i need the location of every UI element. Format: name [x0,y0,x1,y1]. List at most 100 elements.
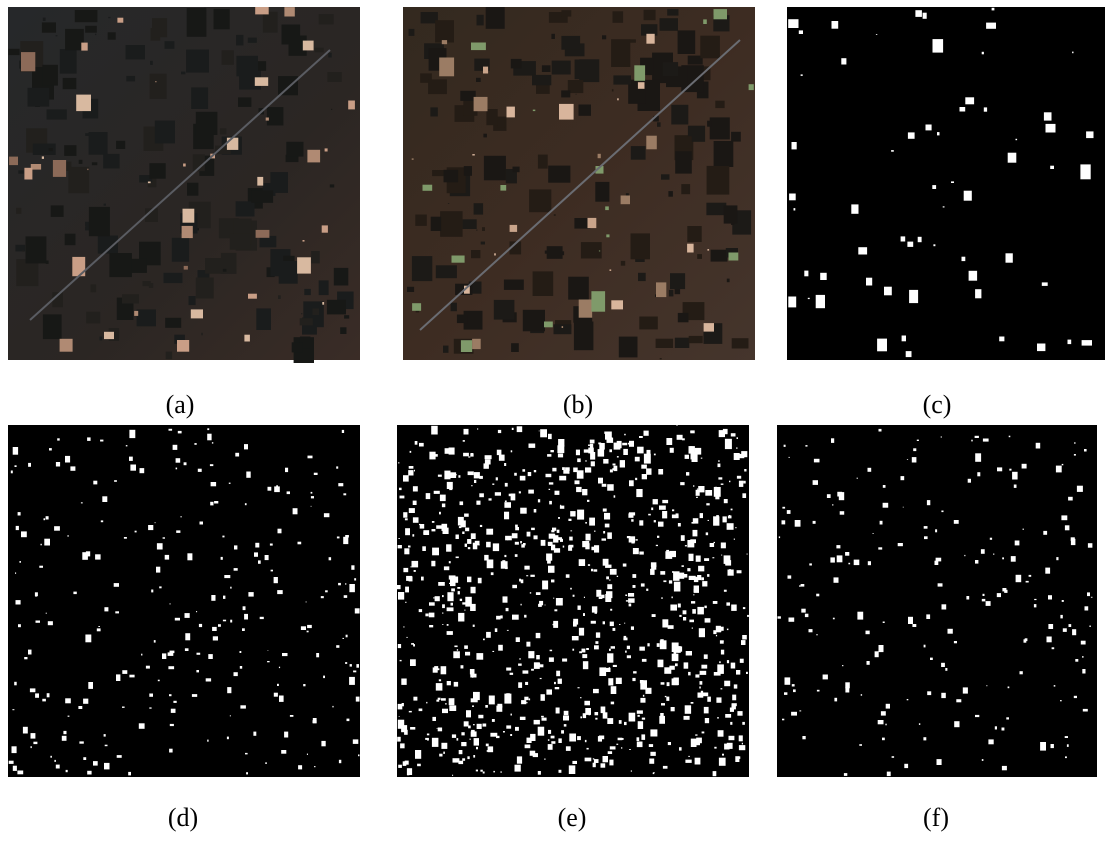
change-pixel [538,727,545,736]
bright-patch [494,253,496,255]
satellite-image-b [403,7,755,360]
change-pixel [423,532,425,535]
change-pixel [975,436,979,438]
panel-label: (d) [168,803,198,832]
bright-patch [182,226,193,238]
change-pixel [641,465,647,469]
change-pixel [565,467,570,471]
change-pixel [548,566,555,573]
change-pixel [419,709,423,712]
change-pixel [438,728,442,732]
texture [238,97,251,107]
change-pixel [213,636,218,640]
change-pixel [463,440,465,442]
bright-patch [423,185,433,191]
change-pixel [267,650,268,651]
texture [89,207,110,236]
change-pixel [15,465,17,467]
change-pixel [413,697,417,701]
change-pixel [716,626,721,633]
change-pixel [163,537,165,538]
change-pixel [403,475,409,481]
change-pixel [788,575,792,578]
change-pixel [548,744,553,750]
change-pixel [104,763,110,770]
texture [116,141,125,149]
change-pixel [603,559,609,566]
change-pixel [414,570,416,572]
change-pixel [524,615,526,618]
change-pixel [399,716,400,717]
change-pixel [737,570,742,573]
change-pixel [868,561,871,565]
change-pixel [83,699,88,704]
change-pixel [520,717,526,720]
change-pixel [679,747,682,750]
bright-patch [322,302,324,305]
change-pixel [410,451,412,453]
texture [214,9,230,29]
change-pixel [857,478,858,479]
change-pixel [718,460,720,461]
change-pixel [442,612,443,613]
change-pixel [975,453,981,462]
change-pixel [782,719,784,721]
change-pixel [668,742,671,745]
change-pixel [93,761,98,766]
change-pixel [886,704,890,709]
change-pixel [9,761,14,764]
change-pixel [705,718,709,723]
change-pixel [429,602,435,605]
change-pixel [83,757,86,760]
change-region [975,289,981,298]
texture [42,65,58,86]
change-pixel [626,600,628,601]
change-pixel [700,671,707,675]
change-pixel [705,490,712,496]
change-pixel [831,438,834,443]
change-pixel [87,771,91,775]
change-pixel [684,662,689,668]
change-pixel [173,701,176,703]
change-pixel [1077,486,1083,492]
change-pixel [699,687,701,689]
change-pixel [541,694,545,701]
change-pixel [321,741,325,746]
change-pixel [692,522,695,524]
change-pixel [223,620,226,622]
bright-patch [148,182,151,184]
change-pixel [356,697,360,702]
change-pixel [447,592,453,601]
texture [513,167,520,173]
change-pixel [1051,744,1054,748]
change-pixel [447,681,451,685]
change-pixel [98,626,100,627]
change-pixel [734,539,735,540]
change-pixel [551,741,555,744]
change-pixel [678,523,681,527]
change-pixel [536,633,541,638]
texture [481,242,485,245]
change-pixel [603,531,605,534]
change-pixel [449,705,456,711]
change-pixel [518,427,521,431]
change-pixel [591,569,593,572]
change-pixel [235,453,239,457]
texture [292,342,303,352]
texture [220,128,227,134]
texture [638,273,646,281]
texture [678,313,689,322]
change-pixel [550,650,553,652]
change-pixel [308,456,313,459]
change-region [965,97,974,104]
change-pixel [741,451,747,457]
change-pixel [646,468,651,474]
change-pixel [1002,766,1007,770]
change-pixel [671,707,675,711]
change-pixel [457,649,458,651]
change-region [964,191,972,201]
change-pixel [616,744,618,745]
change-pixel [345,535,349,538]
change-pixel [486,542,491,548]
change-pixel [729,736,735,740]
